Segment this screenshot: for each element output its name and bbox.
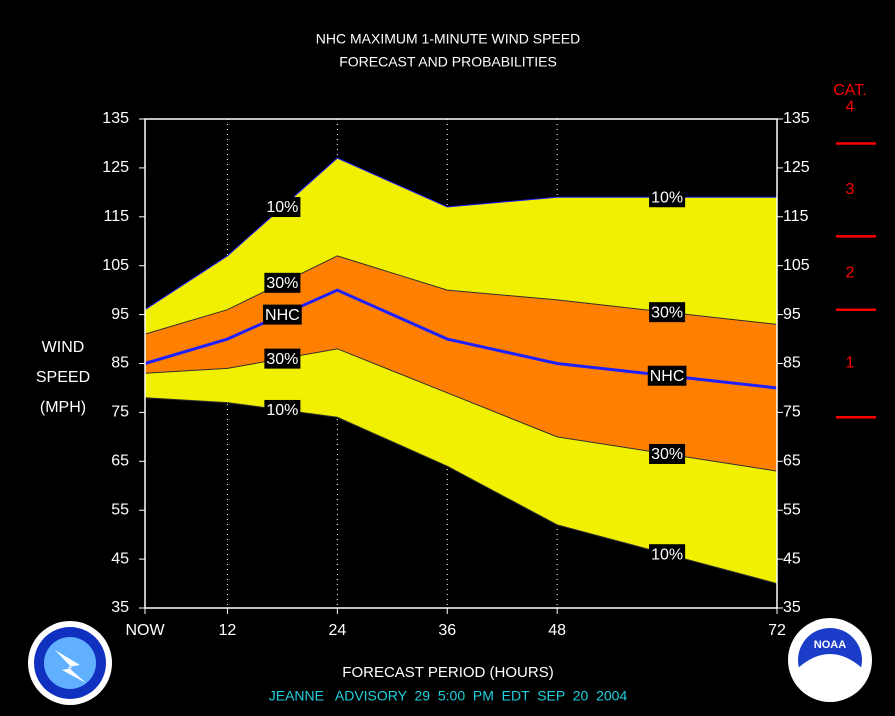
category-label: 2 bbox=[846, 264, 855, 281]
svg-text:NOAA: NOAA bbox=[814, 639, 846, 651]
nws-logo bbox=[28, 621, 112, 705]
x-tick-label: 24 bbox=[328, 622, 346, 639]
y2-tick-label: 65 bbox=[783, 453, 801, 470]
y2-tick-label: 85 bbox=[783, 355, 801, 372]
y2-tick-label: 135 bbox=[783, 110, 810, 127]
series-label-text: 10% bbox=[651, 189, 683, 206]
y2-tick-label: 115 bbox=[783, 208, 809, 225]
y-axis-label: WIND bbox=[42, 339, 85, 356]
series-label-text: 10% bbox=[651, 546, 683, 563]
category-title: CAT. bbox=[833, 82, 866, 99]
series-label: 10% bbox=[649, 187, 686, 208]
label-box bbox=[264, 197, 301, 218]
label-box bbox=[649, 443, 686, 464]
chart-title: NHC MAXIMUM 1-MINUTE WIND SPEED bbox=[316, 31, 580, 47]
y-tick-label: 35 bbox=[111, 599, 129, 616]
y-axis-label: SPEED bbox=[36, 369, 90, 386]
label-box bbox=[263, 304, 302, 325]
probability-band bbox=[145, 255, 777, 472]
x-tick-label: 12 bbox=[219, 622, 237, 639]
series-label-text: 10% bbox=[266, 402, 298, 419]
label-box bbox=[264, 272, 301, 293]
y-tick-label: 55 bbox=[111, 501, 129, 518]
series-label: 10% bbox=[649, 544, 686, 565]
y2-tick-label: 125 bbox=[783, 159, 810, 176]
x-tick-label: 48 bbox=[548, 622, 566, 639]
y-tick-label: 75 bbox=[111, 404, 129, 421]
x-axis-label: FORECAST PERIOD (HOURS) bbox=[342, 664, 553, 681]
category-label: 3 bbox=[846, 181, 855, 198]
chart-title: FORECAST AND PROBABILITIES bbox=[339, 54, 557, 70]
series-label: NHC bbox=[263, 304, 302, 325]
series-label-text: NHC bbox=[650, 368, 685, 385]
band-edge bbox=[144, 157, 777, 311]
series-label: 10% bbox=[264, 399, 301, 420]
series-label: 30% bbox=[264, 272, 301, 293]
label-box bbox=[647, 365, 687, 386]
series-label: NHC bbox=[647, 365, 687, 386]
band-edge bbox=[144, 397, 778, 585]
y-tick-label: 65 bbox=[111, 453, 129, 470]
y2-tick-label: 75 bbox=[783, 404, 801, 421]
y-axis-label: (MPH) bbox=[40, 399, 86, 416]
y2-tick-label: 45 bbox=[783, 550, 801, 567]
series-label-text: NHC bbox=[265, 307, 300, 324]
y2-tick-label: 55 bbox=[783, 501, 801, 518]
label-box bbox=[649, 302, 686, 323]
band-edge bbox=[144, 255, 778, 335]
label-box bbox=[649, 187, 686, 208]
series-label-text: 30% bbox=[651, 446, 683, 463]
label-box bbox=[649, 544, 686, 565]
series-label-text: 30% bbox=[651, 304, 683, 321]
footer: JEANNE ADVISORY 29 5:00 PM EDT SEP 20 20… bbox=[269, 688, 628, 704]
y-tick-label: 45 bbox=[111, 550, 129, 567]
band-edge bbox=[144, 348, 778, 472]
y-tick-label: 125 bbox=[102, 159, 129, 176]
noaa-logo: NOAA bbox=[788, 618, 872, 702]
label-box bbox=[264, 399, 301, 420]
y-tick-label: 105 bbox=[102, 257, 129, 274]
series-label-text: 30% bbox=[266, 351, 298, 368]
series-label: 30% bbox=[264, 348, 301, 369]
category-label: 1 bbox=[846, 355, 855, 372]
forecast-line bbox=[144, 288, 778, 390]
series-label-text: 10% bbox=[266, 199, 298, 216]
label-box bbox=[264, 348, 301, 369]
x-tick-label: 36 bbox=[438, 622, 456, 639]
y2-tick-label: 35 bbox=[783, 599, 801, 616]
x-tick-label: 72 bbox=[768, 622, 786, 639]
series-label-text: 30% bbox=[266, 275, 298, 292]
category-label: 4 bbox=[846, 99, 855, 116]
series-label: 10% bbox=[264, 197, 301, 218]
y-tick-label: 85 bbox=[111, 355, 129, 372]
y-tick-label: 95 bbox=[111, 306, 129, 323]
y2-tick-label: 95 bbox=[783, 306, 801, 323]
series-label: 30% bbox=[649, 302, 686, 323]
y-tick-label: 135 bbox=[102, 110, 129, 127]
x-tick-label: NOW bbox=[125, 622, 165, 639]
series-label: 30% bbox=[649, 443, 686, 464]
y-tick-label: 115 bbox=[103, 208, 129, 225]
y2-tick-label: 105 bbox=[783, 257, 810, 274]
